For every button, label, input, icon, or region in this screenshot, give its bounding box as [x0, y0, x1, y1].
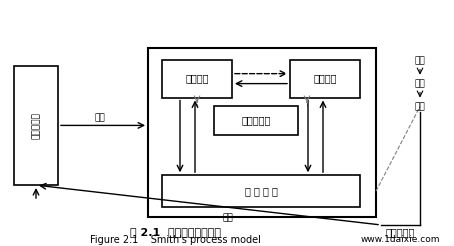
- Text: 政 策 环 境: 政 策 环 境: [245, 186, 277, 196]
- Text: 处理: 处理: [415, 79, 425, 88]
- Text: 执行机构: 执行机构: [185, 74, 209, 84]
- Text: 政策制定者: 政策制定者: [31, 112, 40, 139]
- Text: 控制: 控制: [415, 102, 425, 111]
- FancyBboxPatch shape: [148, 48, 376, 217]
- FancyBboxPatch shape: [162, 60, 232, 98]
- Text: 理想化政策: 理想化政策: [242, 115, 271, 125]
- Text: 第一代写网: 第一代写网: [385, 227, 415, 237]
- FancyBboxPatch shape: [214, 106, 298, 135]
- Text: Figure 2.1    Smith's process model: Figure 2.1 Smith's process model: [89, 235, 261, 245]
- Text: 紧张: 紧张: [415, 56, 425, 65]
- FancyBboxPatch shape: [162, 175, 360, 207]
- Text: 图 2.1  史密斯的过程模型: 图 2.1 史密斯的过程模型: [129, 227, 221, 237]
- FancyBboxPatch shape: [290, 60, 360, 98]
- Text: 政策: 政策: [94, 113, 105, 123]
- Text: 反馈: 反馈: [222, 213, 233, 222]
- Text: www.1daixie.com: www.1daixie.com: [360, 235, 440, 244]
- Text: 目标群体: 目标群体: [313, 74, 337, 84]
- FancyBboxPatch shape: [14, 66, 58, 185]
